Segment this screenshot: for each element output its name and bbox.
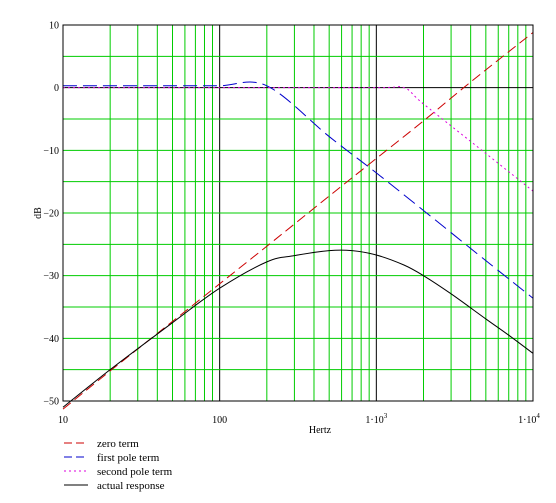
- series-lines: [62, 32, 534, 410]
- x-tick-label: 10: [58, 415, 68, 426]
- x-axis-label: Hertz: [309, 425, 332, 436]
- y-tick-label: −30: [43, 271, 59, 282]
- series-line-first-pole-term: [62, 81, 534, 299]
- series-line-zero-term: [62, 32, 534, 410]
- series-line-second-pole-term: [62, 85, 534, 192]
- legend-label: zero term: [97, 438, 139, 450]
- plot-frame: [62, 24, 534, 402]
- x-tick-label: 1·103: [365, 412, 387, 426]
- x-tick-label: 1·104: [518, 412, 540, 426]
- y-tick-label: 0: [54, 83, 59, 94]
- y-axis-label: dB: [33, 207, 44, 219]
- y-tick-label: −10: [43, 146, 59, 157]
- y-tick-label: −50: [43, 397, 59, 408]
- legend-label: first pole term: [97, 452, 160, 464]
- series-line-actual-response: [62, 249, 534, 408]
- x-tick-label: 100: [212, 415, 227, 426]
- y-tick-label: 10: [49, 21, 59, 32]
- y-tick-label: −20: [43, 209, 59, 220]
- legend-label: second pole term: [97, 466, 173, 478]
- y-tick-label: −40: [43, 334, 59, 345]
- grid: [63, 25, 533, 401]
- legend-label: actual response: [97, 480, 165, 492]
- legend: zero term first pole term second pole term…: [64, 438, 173, 492]
